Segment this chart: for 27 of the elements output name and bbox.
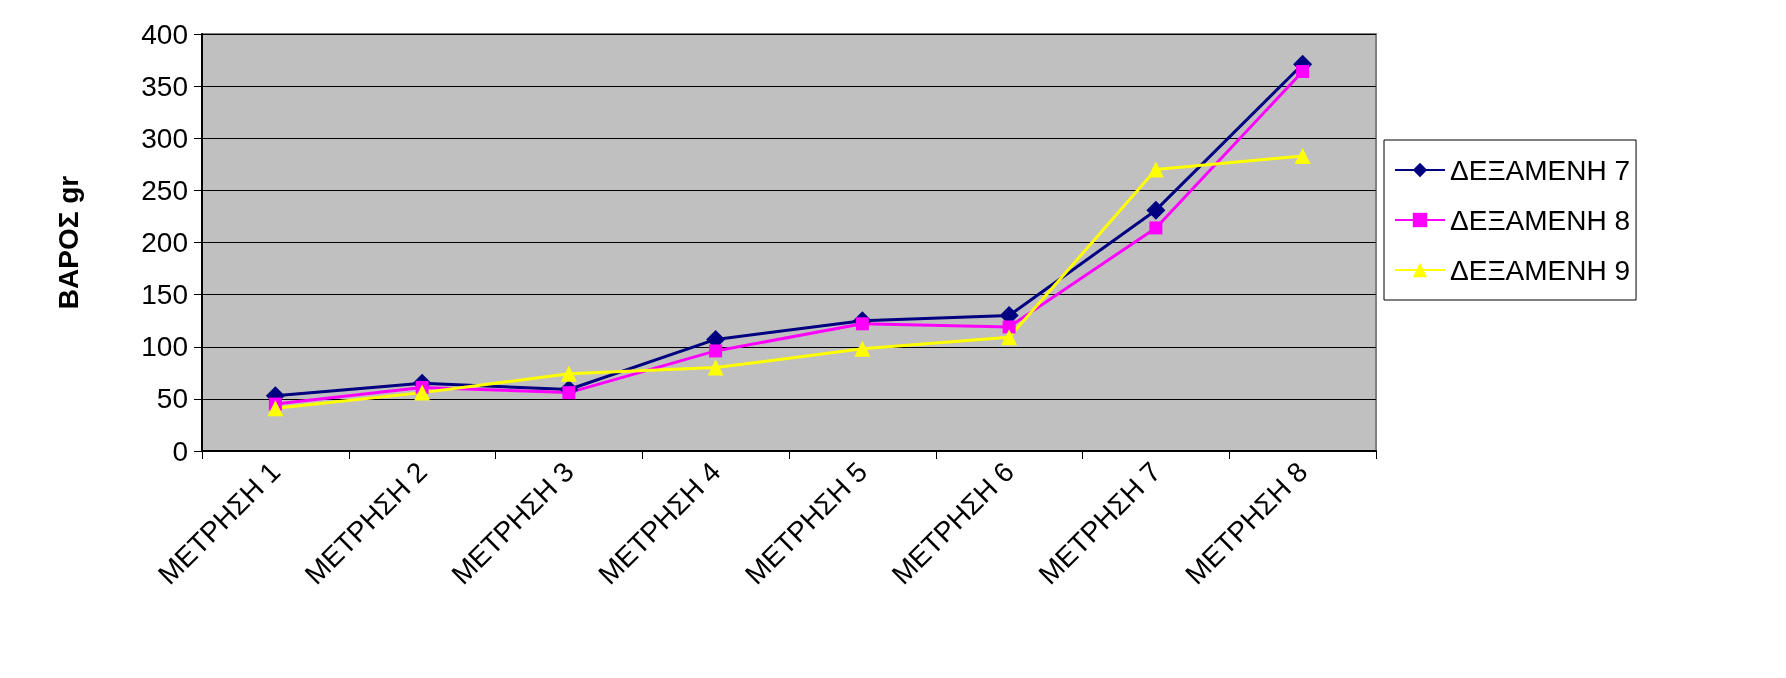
y-tick-label: 250 (141, 174, 188, 206)
point (562, 386, 576, 400)
point (1002, 320, 1016, 334)
point (1294, 147, 1311, 164)
point (854, 340, 871, 357)
point (1296, 65, 1310, 79)
point (1001, 329, 1018, 346)
point (1147, 161, 1164, 178)
point (1149, 221, 1163, 235)
point (707, 359, 724, 376)
y-tick-label: 100 (141, 331, 188, 363)
y-tick-label: 0 (172, 435, 188, 467)
point (560, 365, 577, 382)
y-tick-label: 350 (141, 70, 188, 102)
y-axis-title: ΒΑΡΟΣ gr (52, 175, 84, 310)
y-tick-label: 400 (141, 18, 188, 50)
y-tick-label: 200 (141, 227, 188, 258)
legend-label: ΔΕΞΑΜΕΝΗ 7 (1450, 154, 1631, 186)
point (267, 400, 284, 417)
point (709, 344, 723, 358)
legend-label: ΔΕΞΑΜΕΝΗ 9 (1450, 254, 1631, 286)
point (414, 384, 431, 401)
point (1146, 200, 1166, 220)
y-tick-label: 300 (141, 122, 188, 154)
y-tick-label: 150 (141, 279, 188, 311)
y-tick-label: 50 (156, 383, 188, 415)
legend-label: ΔΕΞΑΜΕΝΗ 8 (1450, 204, 1631, 236)
